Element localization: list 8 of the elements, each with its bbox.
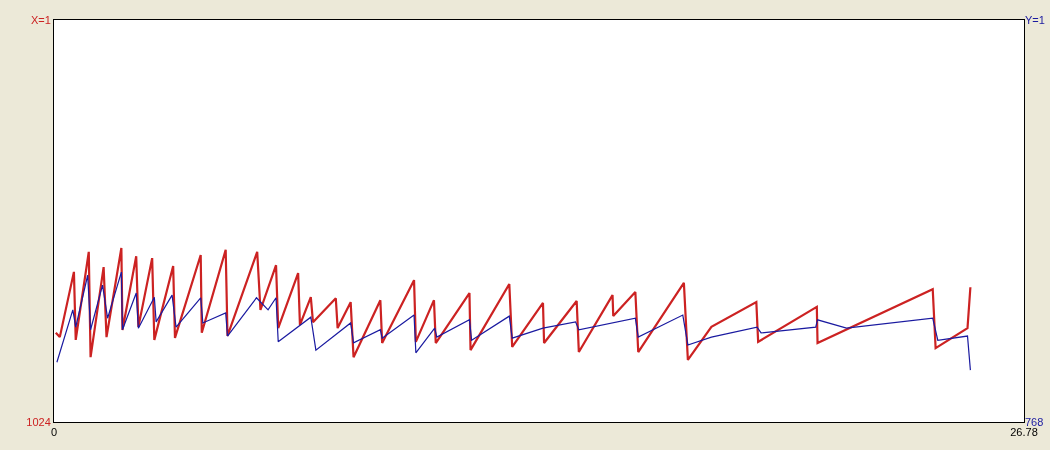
y-tick-label: X=1 <box>30 13 51 26</box>
x-tick-label: 0 <box>50 426 58 439</box>
y-tick-label: 1024 <box>26 415 51 428</box>
x-tick-label: 26.78 <box>1010 426 1038 439</box>
line-series <box>56 271 971 371</box>
y2-tick-label: 768 <box>1025 415 1044 428</box>
y2-tick-label: Y=1 <box>1025 13 1045 26</box>
line-series <box>54 246 972 362</box>
